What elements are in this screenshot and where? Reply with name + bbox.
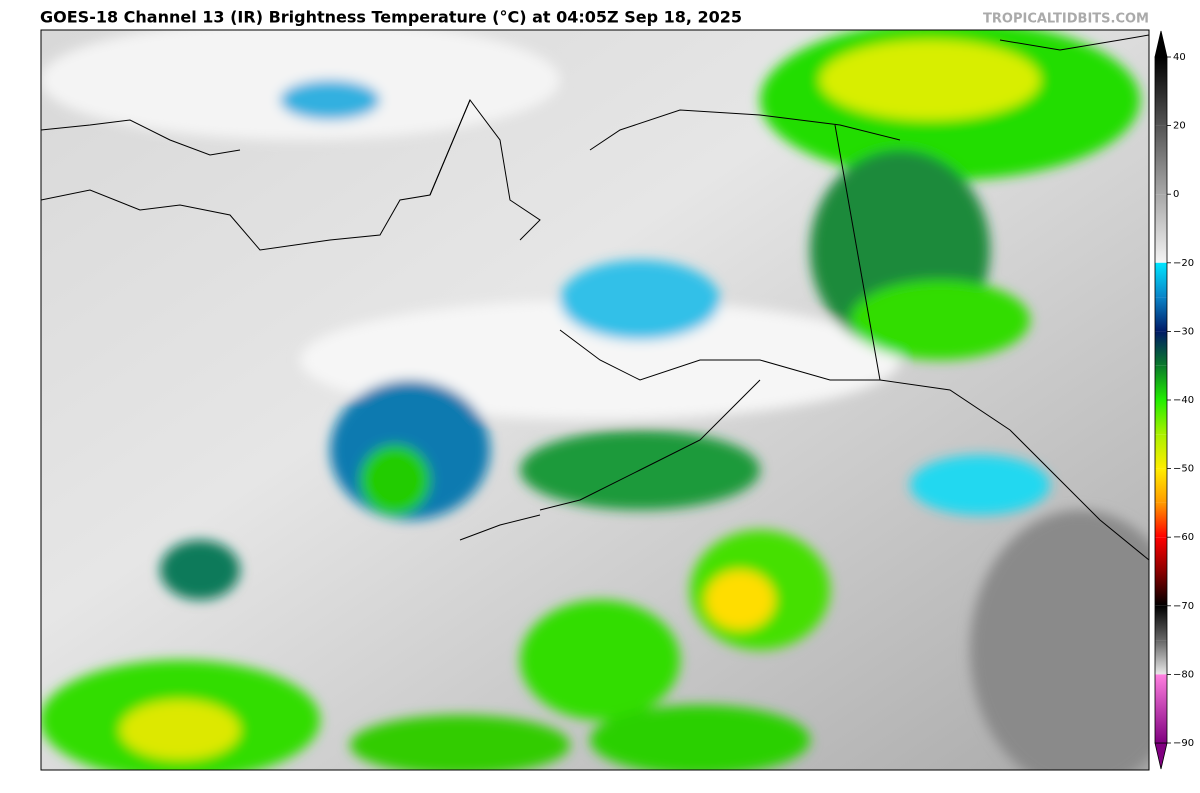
colorbar-segment — [1155, 434, 1167, 469]
colorbar-segment — [1155, 605, 1167, 641]
watermark: TROPICALTIDBITS.COM — [983, 12, 1149, 27]
colorbar-segment — [1155, 331, 1167, 366]
colorbar-extend-top — [1154, 30, 1168, 58]
map-frame — [40, 29, 1150, 771]
colorbar-segment — [1155, 468, 1167, 503]
colorbar-tick-label: −60 — [1173, 532, 1194, 543]
colorbar-segment — [1155, 194, 1167, 263]
colorbar-segment — [1155, 571, 1167, 606]
colorbar-segment — [1155, 537, 1167, 572]
colorbar-tick-label: 20 — [1173, 121, 1186, 132]
colorbar-segment — [1155, 365, 1167, 400]
colorbar-segment — [1155, 502, 1167, 538]
colorbar-segment — [1155, 640, 1167, 675]
colorbar-tick-label: 40 — [1173, 52, 1186, 63]
colorbar-tick-label: −80 — [1173, 669, 1194, 680]
colorbar-segment — [1155, 400, 1167, 435]
colorbar-tick-label: −90 — [1173, 738, 1194, 749]
colorbar-tick-label: −70 — [1173, 601, 1194, 612]
colorbar-tick-label: −20 — [1173, 258, 1194, 269]
colorbar-segment — [1155, 262, 1167, 298]
title: GOES-18 Channel 13 (IR) Brightness Tempe… — [40, 8, 742, 27]
colorbar-segment — [1155, 297, 1167, 332]
colorbar-tick-label: −50 — [1173, 464, 1194, 475]
colorbar-segment — [1155, 125, 1167, 195]
colorbar-tick-label: 0 — [1173, 189, 1179, 200]
satellite-image — [41, 30, 1149, 770]
colorbar-extend-bottom — [1154, 742, 1168, 770]
colorbar-tick-label: −40 — [1173, 395, 1194, 406]
colorbar: 40 20 0 −20 −30 −40 −50 −60 −70 −80 −90 — [1154, 30, 1194, 770]
colorbar-segment — [1155, 674, 1167, 743]
colorbar-segment — [1155, 57, 1167, 126]
colorbar-tick-label: −30 — [1173, 326, 1194, 337]
